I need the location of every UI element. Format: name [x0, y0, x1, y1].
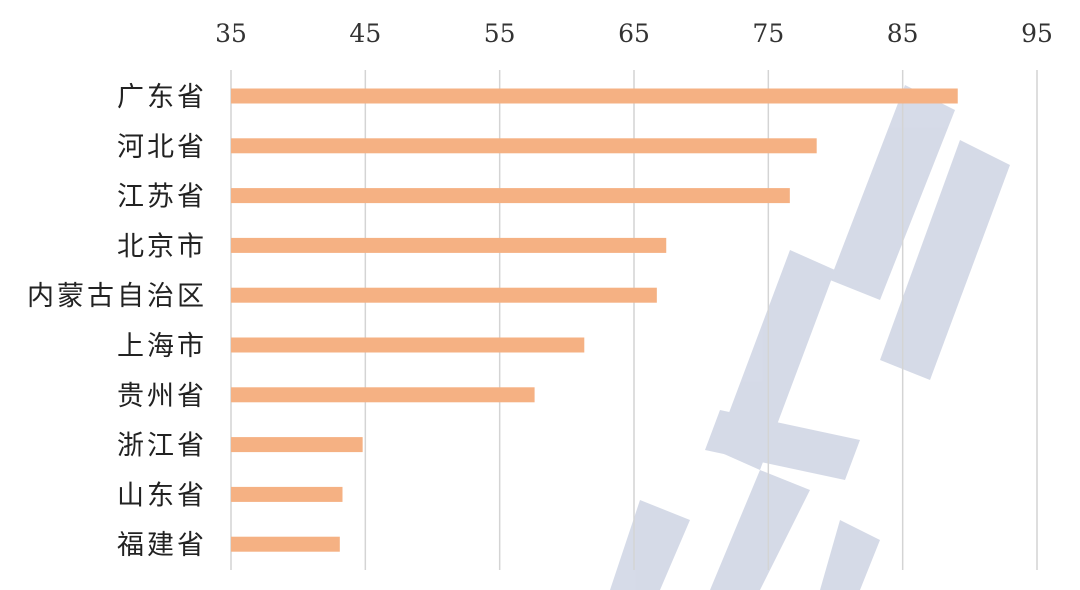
category-label: 上海市 [117, 331, 207, 362]
bar [231, 88, 958, 104]
x-tick-label: 85 [887, 19, 919, 48]
bar [231, 387, 535, 403]
category-label: 浙江省 [117, 431, 207, 462]
bar [231, 188, 790, 204]
x-tick-label: 45 [349, 19, 381, 48]
x-tick-label: 35 [215, 19, 247, 48]
bar [231, 337, 585, 353]
x-tick-label: 55 [484, 19, 516, 48]
bar [231, 138, 817, 154]
category-label: 河北省 [117, 132, 207, 163]
watermark [610, 85, 1010, 590]
bar [231, 237, 667, 253]
bar [231, 437, 363, 453]
x-tick-label: 65 [618, 19, 650, 48]
category-label: 广东省 [117, 82, 207, 113]
category-label: 山东省 [117, 480, 207, 511]
category-label: 北京市 [117, 231, 207, 262]
bar [231, 486, 343, 502]
bar [231, 536, 340, 552]
category-label: 内蒙古自治区 [27, 281, 207, 312]
category-label: 贵州省 [117, 381, 207, 412]
x-tick-label: 95 [1021, 19, 1053, 48]
category-label: 江苏省 [117, 182, 207, 213]
category-label: 福建省 [117, 530, 207, 561]
bar [231, 287, 657, 303]
x-tick-label: 75 [752, 19, 784, 48]
